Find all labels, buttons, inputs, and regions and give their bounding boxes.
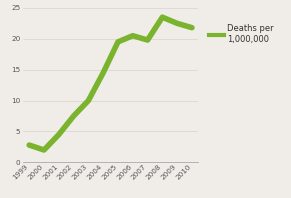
Legend: Deaths per
1,000,000: Deaths per 1,000,000 bbox=[209, 24, 274, 44]
